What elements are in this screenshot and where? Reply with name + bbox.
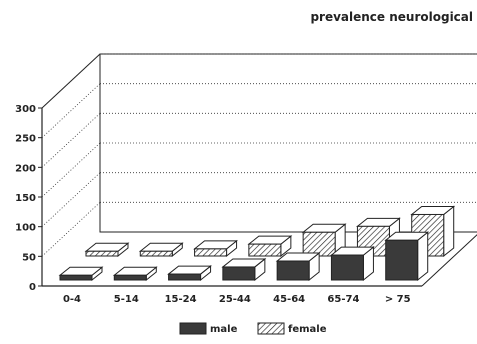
chart-title: prevalence neurological	[310, 10, 473, 24]
y-tick-label-300: 300	[15, 104, 36, 115]
bar-male-front	[222, 266, 256, 281]
bar-male-4	[275, 251, 321, 282]
bar-male-front	[385, 239, 419, 281]
bar-female-front	[194, 248, 228, 257]
gridlines	[41, 53, 477, 257]
bar-male-front	[330, 254, 364, 281]
bar-male-front	[168, 273, 202, 281]
back-wall	[99, 53, 477, 233]
legend-swatch-female	[257, 322, 285, 335]
x-axis: 0-4 5-14 15-24 25-44 45-64 65-74 > 75	[63, 294, 411, 305]
bar-female-1	[138, 242, 184, 258]
bar-male-5	[330, 246, 375, 282]
bar-female-4	[301, 223, 347, 258]
bar-female-front	[85, 250, 119, 257]
gridline-left-150	[41, 142, 101, 198]
bar-male-0	[58, 266, 104, 282]
x-tick-label-1: 5-14	[114, 294, 139, 305]
gridline-left-200	[41, 113, 101, 168]
bar-female-front	[139, 250, 173, 257]
x-tick-label-2: 15-24	[165, 294, 197, 305]
x-tick-label-4: 45-64	[273, 294, 305, 305]
bar-female-0	[84, 242, 130, 258]
legend-swatch-male	[179, 322, 207, 335]
gridline-left-50	[41, 202, 101, 257]
bar-female-front	[248, 243, 282, 257]
bar-male-3	[221, 257, 267, 282]
bar-male-front	[276, 260, 310, 281]
legend-label-female: female	[288, 324, 327, 335]
y-axis: 0 50 100 150 200 250 300	[15, 104, 42, 293]
y-tick-label-100: 100	[15, 223, 36, 234]
x-tick-label-3: 25-44	[219, 294, 251, 305]
x-tick-label-6: > 75	[385, 294, 411, 305]
bar-male-front	[59, 274, 93, 281]
bar-female-2	[193, 239, 238, 258]
bar-male-2	[167, 265, 212, 282]
gridline-left-100	[41, 172, 101, 227]
y-tick-label-200: 200	[15, 163, 36, 174]
bars	[58, 205, 456, 282]
bar-male-front	[113, 274, 147, 281]
legend: male female	[179, 322, 327, 335]
floor-right-edge	[421, 234, 477, 287]
bar-female-3	[247, 235, 293, 258]
y-tick-label-150: 150	[15, 193, 36, 204]
bar-male-1	[112, 266, 158, 282]
y-tick-label-0: 0	[29, 282, 36, 293]
x-tick-label-0: 0-4	[63, 294, 81, 305]
x-tick-label-5: 65-74	[327, 294, 359, 305]
gridline-left-250	[41, 83, 101, 138]
y-tick-label-250: 250	[15, 134, 36, 145]
legend-label-male: male	[210, 324, 238, 335]
y-tick-label-50: 50	[22, 252, 36, 263]
bar-male-6	[384, 231, 430, 282]
gridline-left-300	[41, 53, 101, 109]
